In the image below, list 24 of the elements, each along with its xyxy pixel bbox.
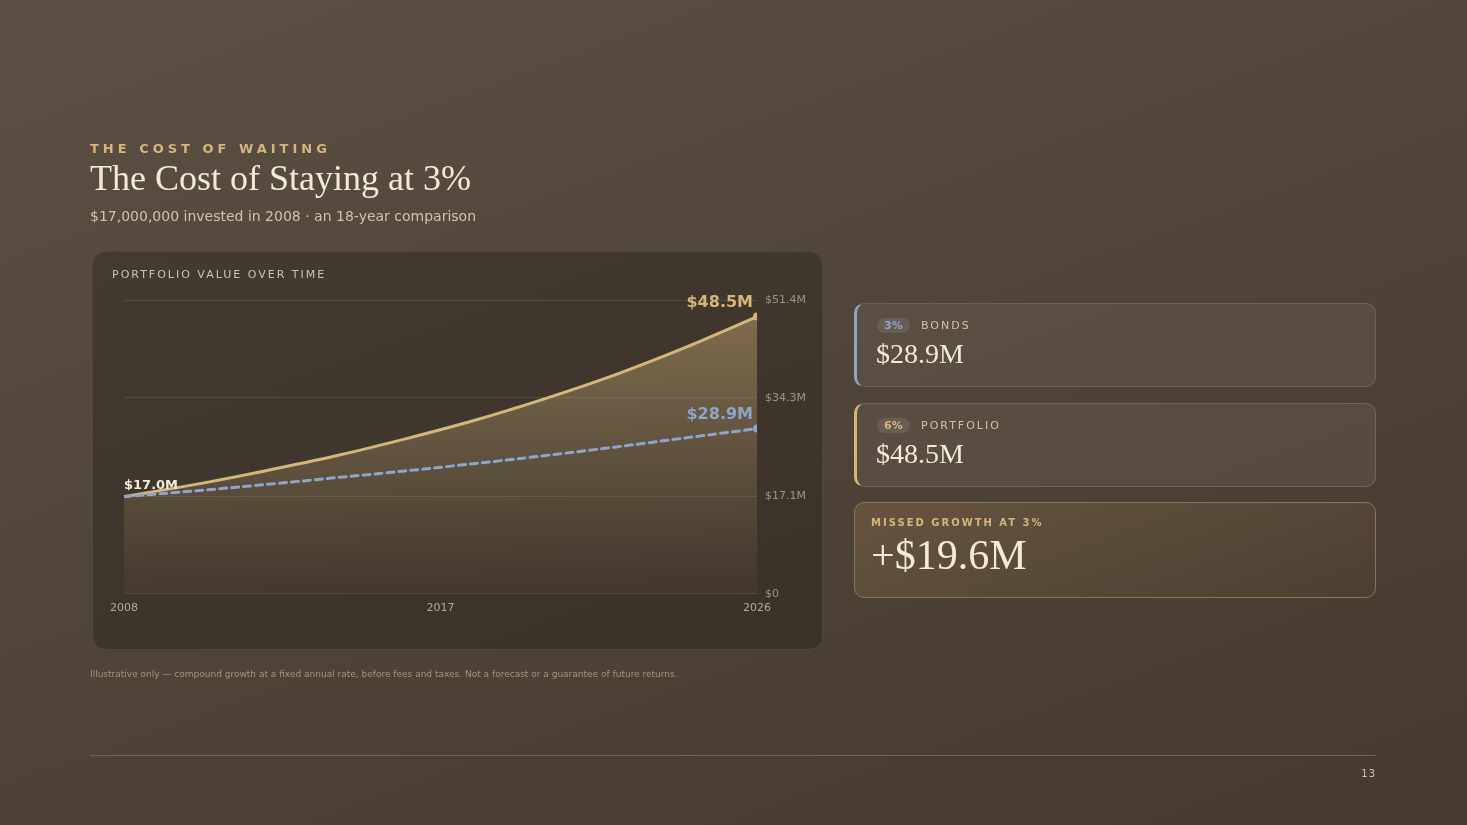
x-tick-label: 2017	[426, 601, 455, 615]
text: 13	[1360, 768, 1376, 779]
y-tick-label: $34.3M	[765, 390, 806, 404]
text: $28.9M	[876, 338, 964, 370]
text: PORTFOLIO	[921, 419, 1001, 432]
chart-subtitle: $17,000,000 invested in 2008 · an 18-year comparison	[90, 208, 477, 224]
text: $48.5M	[876, 438, 964, 470]
text: BONDS	[921, 319, 971, 332]
x-tick-label: 2008	[110, 601, 138, 615]
data-label: $17.0M	[124, 476, 179, 492]
y-tick-label: $17.1M	[765, 488, 806, 502]
text: MISSED GROWTH AT 3%	[871, 517, 1044, 528]
text: THE COST OF WAITING	[90, 141, 331, 156]
chart-title: The Cost of Staying at 3%	[90, 157, 471, 199]
text: Illustrative only — compound growth at a fixed annual rate, before fees and taxes. Not a forecast or a guarantee of future returns.	[90, 669, 678, 679]
text: +$19.6M	[871, 531, 1027, 579]
data-label: $48.5M	[686, 291, 754, 311]
text: 6%	[877, 418, 910, 433]
y-tick-label: $0	[765, 586, 780, 600]
x-tick-label: 2026	[743, 601, 772, 615]
data-label: $28.9M	[686, 403, 754, 423]
text: 3%	[877, 318, 910, 333]
text: PORTFOLIO VALUE OVER TIME	[112, 268, 327, 281]
y-tick-label: $51.4M	[765, 292, 806, 306]
